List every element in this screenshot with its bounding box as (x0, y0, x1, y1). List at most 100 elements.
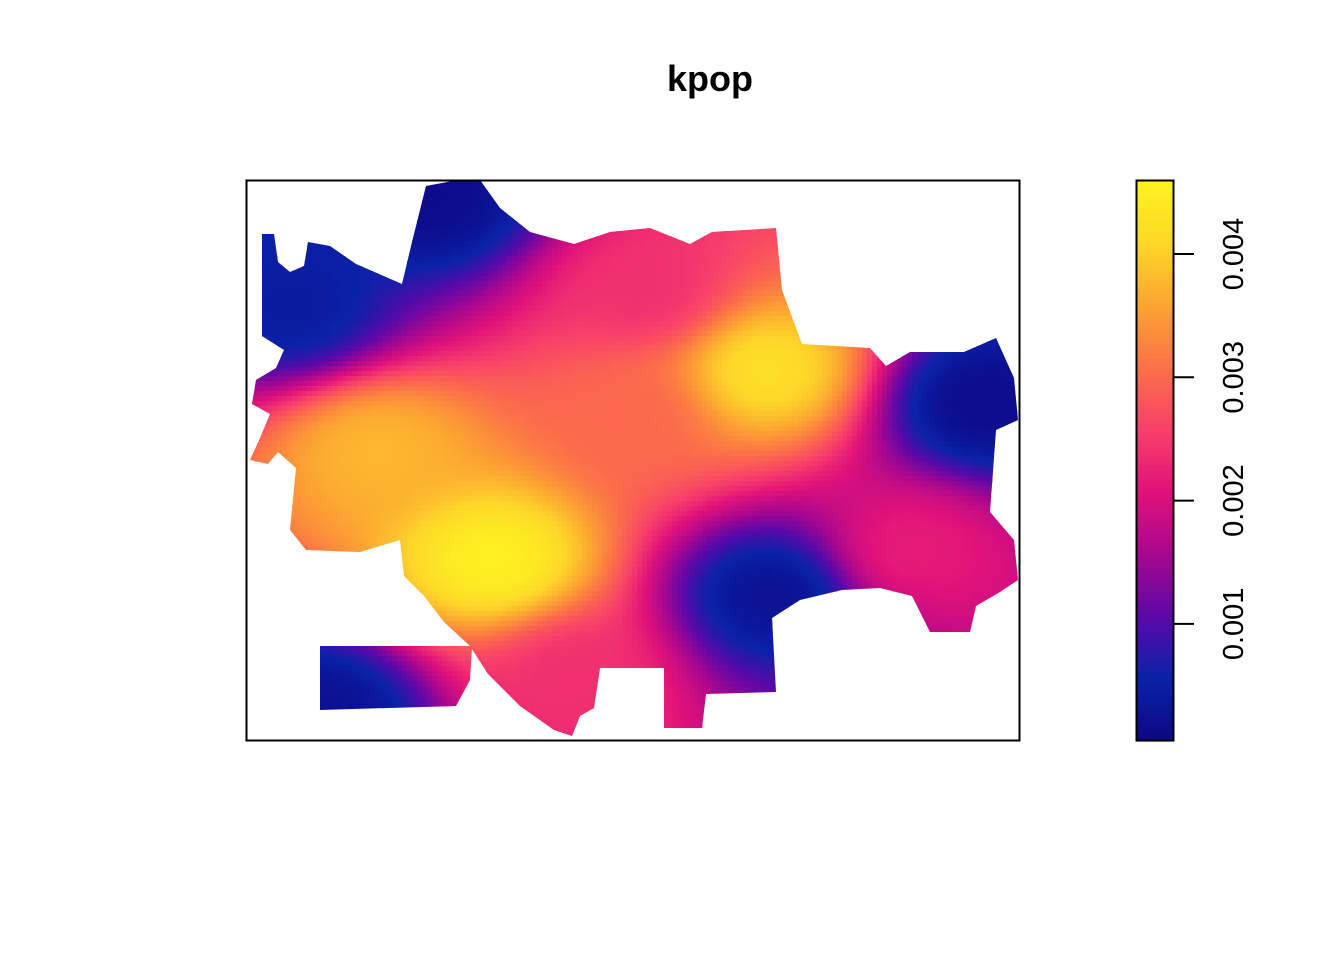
raster-cell (662, 286, 668, 292)
raster-cell (342, 331, 348, 337)
raster-cell (712, 256, 718, 262)
raster-cell (942, 196, 948, 202)
raster-cell (602, 201, 608, 207)
raster-cell (517, 306, 523, 312)
raster-cell (582, 246, 588, 252)
raster-cell (1007, 306, 1013, 312)
raster-cell (987, 251, 993, 257)
raster-cell (487, 326, 493, 332)
raster-cell (372, 306, 378, 312)
raster-cell (747, 336, 753, 342)
raster-cell (887, 291, 893, 297)
raster-cell (842, 281, 848, 287)
raster-cell (757, 301, 763, 307)
raster-cell (902, 326, 908, 332)
raster-cell (967, 201, 973, 207)
raster-cell (592, 186, 598, 192)
raster-cell (482, 231, 488, 237)
raster-cell (512, 296, 518, 302)
raster-cell (277, 336, 283, 342)
raster-cell (582, 266, 588, 272)
raster-cell (587, 186, 593, 192)
raster-cell (762, 301, 768, 307)
raster-cell (277, 266, 283, 272)
raster-cell (557, 331, 563, 337)
raster-cell (307, 326, 313, 332)
raster-cell (972, 326, 978, 332)
raster-cell (502, 231, 508, 237)
raster-cell (262, 286, 268, 292)
raster-cell (907, 291, 913, 297)
raster-cell (527, 301, 533, 307)
raster-cell (882, 306, 888, 312)
raster-cell (812, 216, 818, 222)
raster-cell (397, 306, 403, 312)
raster-cell (1007, 311, 1013, 317)
raster-cell (797, 266, 803, 272)
raster-cell (587, 331, 593, 337)
raster-cell (552, 321, 558, 327)
raster-cell (537, 196, 543, 202)
raster-cell (357, 311, 363, 317)
raster-cell (807, 316, 813, 322)
raster-cell (542, 301, 548, 307)
raster-cell (542, 276, 548, 282)
raster-cell (607, 221, 613, 227)
raster-cell (307, 241, 313, 247)
raster-cell (507, 186, 513, 192)
raster-cell (867, 216, 873, 222)
raster-cell (947, 226, 953, 232)
raster-cell (947, 246, 953, 252)
raster-cell (707, 311, 713, 317)
raster-cell (477, 241, 483, 247)
raster-cell (667, 226, 673, 232)
raster-cell (367, 316, 373, 322)
raster-cell (992, 181, 998, 187)
raster-cell (907, 186, 913, 192)
raster-cell (782, 321, 788, 327)
raster-cell (567, 201, 573, 207)
raster-cell (927, 336, 933, 342)
raster-cell (252, 291, 258, 297)
raster-cell (397, 261, 403, 267)
raster-cell (572, 306, 578, 312)
raster-cell (792, 261, 798, 267)
raster-cell (282, 191, 288, 197)
raster-cell (697, 321, 703, 327)
raster-cell (1012, 201, 1018, 207)
raster-cell (547, 336, 553, 342)
raster-cell (447, 311, 453, 317)
raster-cell (827, 326, 833, 332)
raster-cell (882, 196, 888, 202)
raster-cell (797, 311, 803, 317)
raster-cell (532, 211, 538, 217)
raster-cell (297, 221, 303, 227)
raster-cell (727, 231, 733, 237)
raster-cell (422, 331, 428, 337)
raster-cell (517, 281, 523, 287)
raster-cell (622, 196, 628, 202)
raster-cell (387, 291, 393, 297)
raster-cell (812, 251, 818, 257)
raster-cell (377, 326, 383, 332)
raster-cell (732, 336, 738, 342)
raster-cell (687, 181, 693, 187)
raster-cell (447, 236, 453, 242)
raster-cell (917, 321, 923, 327)
raster-cell (607, 186, 613, 192)
raster-cell (832, 216, 838, 222)
raster-cell (407, 181, 413, 187)
raster-cell (977, 276, 983, 282)
raster-cell (907, 206, 913, 212)
raster-cell (257, 266, 263, 272)
raster-cell (877, 236, 883, 242)
raster-cell (802, 296, 808, 302)
raster-cell (507, 246, 513, 252)
raster-cell (302, 206, 308, 212)
raster-cell (617, 191, 623, 197)
raster-cell (522, 281, 528, 287)
raster-cell (607, 281, 613, 287)
raster-cell (972, 301, 978, 307)
raster-cell (367, 186, 373, 192)
raster-cell (327, 226, 333, 232)
